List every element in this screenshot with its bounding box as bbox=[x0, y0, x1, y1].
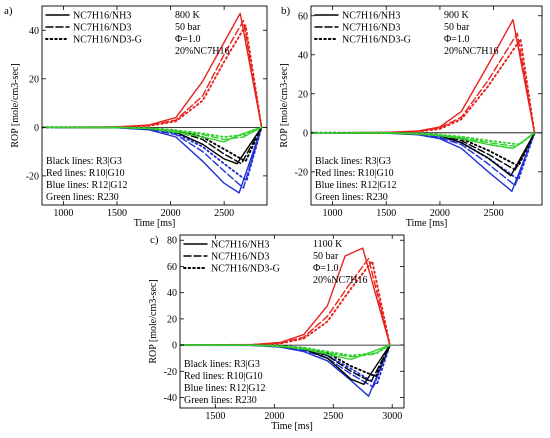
x-axis-label: Time [ms] bbox=[134, 218, 176, 229]
legend-label: NC7H16/ND3-G bbox=[73, 35, 142, 46]
x-tick-label: 3000 bbox=[382, 411, 402, 422]
x-tick-label: 1500 bbox=[205, 411, 225, 422]
line-note: Black lines: R3|G3 bbox=[315, 156, 391, 167]
y-tick-label: 40 bbox=[167, 288, 177, 299]
y-tick-label: 40 bbox=[29, 26, 39, 37]
condition-text: 50 bar bbox=[175, 22, 201, 33]
condition-text: 50 bar bbox=[313, 251, 339, 262]
y-tick-label: 20 bbox=[29, 74, 39, 85]
line-note: Red lines: R10|G10 bbox=[184, 371, 263, 382]
y-tick-label: -20 bbox=[164, 367, 177, 378]
x-tick-label: 2000 bbox=[264, 411, 284, 422]
y-tick-label: -40 bbox=[164, 393, 177, 404]
series-green-dotted bbox=[311, 131, 536, 146]
line-note: Red lines: R10|G10 bbox=[46, 168, 125, 179]
line-note: Green lines: R230 bbox=[46, 192, 119, 203]
y-tick-label: 0 bbox=[303, 128, 308, 139]
x-axis-label: Time [ms] bbox=[406, 218, 448, 229]
line-note: Red lines: R10|G10 bbox=[315, 168, 394, 179]
condition-text: Φ=1.0 bbox=[444, 34, 469, 45]
y-tick-label: 40 bbox=[298, 50, 308, 61]
x-axis-label: Time [ms] bbox=[271, 421, 313, 432]
line-note: Blue lines: R12|G12 bbox=[315, 180, 396, 191]
y-tick-label: 20 bbox=[298, 89, 308, 100]
x-tick-label: 2000 bbox=[161, 208, 181, 219]
x-tick-label: 2500 bbox=[323, 411, 343, 422]
series-red-dashed bbox=[311, 32, 536, 134]
series-group bbox=[311, 19, 536, 193]
y-tick-label: 60 bbox=[167, 262, 177, 273]
y-axis-label: ROP [mole/cm3-sec] bbox=[148, 279, 159, 363]
line-note: Green lines: R230 bbox=[315, 192, 388, 203]
panel-label: b) bbox=[281, 5, 291, 17]
x-tick-label: 2500 bbox=[214, 208, 234, 219]
legend-label: NC7H16/NH3 bbox=[73, 11, 131, 22]
panel-label: c) bbox=[150, 234, 159, 246]
series-group bbox=[42, 12, 263, 194]
series-green-solid bbox=[42, 126, 263, 143]
condition-text: Φ=1.0 bbox=[313, 263, 338, 274]
y-tick-label: 20 bbox=[167, 314, 177, 325]
legend-label: NC7H16/NH3 bbox=[342, 11, 400, 22]
x-tick-label: 1500 bbox=[376, 208, 396, 219]
legend-label: NC7H16/ND3-G bbox=[211, 264, 280, 275]
condition-text: 1100 K bbox=[313, 239, 343, 250]
line-note: Green lines: R230 bbox=[184, 395, 257, 406]
condition-text: 50 bar bbox=[444, 22, 470, 33]
series-green-dotted bbox=[180, 344, 391, 357]
y-axis-label: ROP [mole/cm3-sec] bbox=[279, 63, 290, 147]
condition-text: 900 K bbox=[444, 10, 470, 21]
legend-label: NC7H16/ND3-G bbox=[342, 35, 411, 46]
legend-label: NC7H16/ND3 bbox=[73, 23, 131, 34]
condition-text: 800 K bbox=[175, 10, 201, 21]
chart-panel-2: b) 1000 1500 2000 2500 -20 0 20 40 60 Time [ms] ROP… bbox=[279, 5, 543, 229]
y-axis-label: ROP [mole/cm3-sec] bbox=[10, 63, 21, 147]
legend-label: NC7H16/ND3 bbox=[342, 23, 400, 34]
series-green-dashed bbox=[42, 126, 263, 141]
x-tick-label: 1000 bbox=[322, 208, 342, 219]
y-tick-label: 80 bbox=[167, 236, 177, 247]
x-tick-label: 2000 bbox=[430, 208, 450, 219]
y-tick-label: 0 bbox=[172, 341, 177, 352]
chart-panel-1: a) 1000 1500 2000 2500 -20 0 20 40 Time [ms] ROP [… bbox=[4, 5, 268, 229]
condition-text: 20%NC7H16 bbox=[175, 46, 229, 57]
line-note: Black lines: R3|G3 bbox=[184, 359, 260, 370]
line-note: Black lines: R3|G3 bbox=[46, 156, 122, 167]
plot-frame bbox=[41, 5, 268, 206]
condition-text: Φ=1.0 bbox=[175, 34, 200, 45]
legend-label: NC7H16/ND3 bbox=[211, 252, 269, 263]
y-tick-label: -20 bbox=[26, 171, 39, 182]
condition-text: 20%NC7H16 bbox=[444, 46, 498, 57]
x-tick-label: 1000 bbox=[53, 208, 73, 219]
series-group bbox=[180, 247, 391, 397]
condition-text: 20%NC7H16 bbox=[313, 275, 367, 286]
chart-panel-3: c) 1500 2000 2500 3000 -40 -20 0 20 40 60 80 Time [m… bbox=[148, 234, 405, 432]
x-tick-label: 2500 bbox=[484, 208, 504, 219]
y-tick-label: 60 bbox=[298, 11, 308, 22]
y-tick-label: -20 bbox=[295, 167, 308, 178]
legend-label: NC7H16/NH3 bbox=[211, 240, 269, 251]
plot-frame bbox=[310, 5, 543, 206]
line-note: Blue lines: R12|G12 bbox=[46, 180, 127, 191]
series-green-dotted bbox=[42, 126, 263, 138]
series-red-dotted bbox=[311, 38, 536, 134]
y-tick-label: 0 bbox=[34, 123, 39, 134]
panel-label: a) bbox=[4, 5, 13, 17]
plot-frame bbox=[179, 234, 405, 409]
line-note: Blue lines: R12|G12 bbox=[184, 383, 265, 394]
x-tick-label: 1500 bbox=[107, 208, 127, 219]
